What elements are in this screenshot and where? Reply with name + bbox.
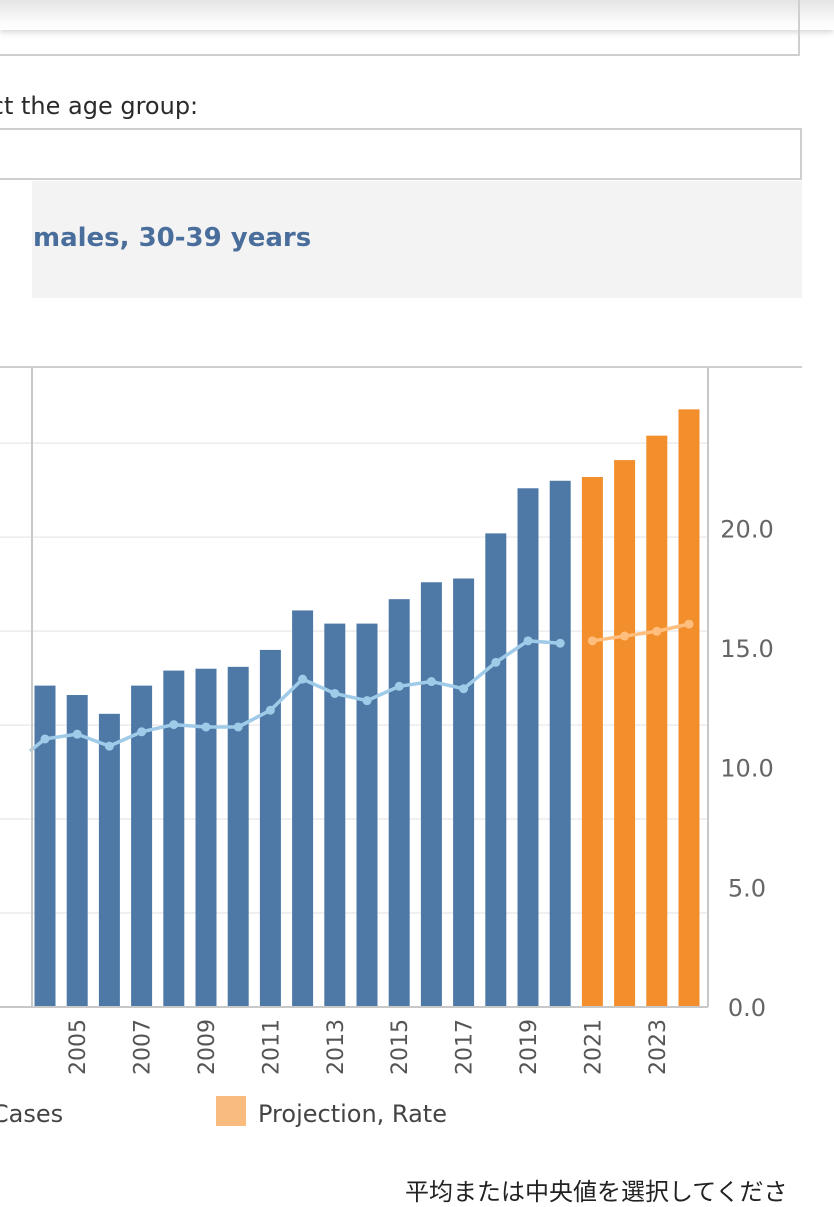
cases-bar	[98, 713, 120, 1007]
x-axis-tick-label: 2009	[195, 1019, 220, 1075]
x-axis-tick-label: 2007	[131, 1019, 156, 1075]
right-axis-tick-label: 10.0	[720, 755, 773, 783]
rate-point	[459, 684, 469, 694]
cases-bar	[388, 599, 410, 1007]
cases-bar	[131, 685, 153, 1007]
rate-point	[523, 636, 533, 646]
bars	[34, 409, 700, 1008]
rate-point	[362, 696, 372, 706]
x-axis-tick-label: 2021	[581, 1019, 606, 1075]
right-axis-ticks: 0.0 5.0 10.0 15.0 20.0	[720, 515, 773, 1022]
rate-point	[233, 722, 243, 732]
cases-bar	[453, 578, 475, 1007]
right-axis-tick-label: 20.0	[720, 515, 773, 543]
legend-label-cases: ı, Cases	[0, 1100, 64, 1128]
statistic-select-label: 平均または中央値を選択してくださ	[405, 1178, 788, 1206]
cases-bar	[549, 480, 571, 1007]
age-group-label: ect the age group:	[0, 92, 199, 120]
legend-label-projection-rate: Projection, Rate	[258, 1100, 447, 1128]
cases-bar	[195, 668, 217, 1007]
cases-rate-chart[interactable]: 0.05.010.015.020.0 2005 2007 2009 2011 2013 2…	[0, 360, 834, 1080]
rate-point	[394, 681, 404, 691]
x-axis-tick-label: 2005	[66, 1019, 91, 1075]
rate-point	[201, 722, 211, 732]
cases-bar	[34, 685, 56, 1007]
legend-item-projection-rate[interactable]: Projection, Rate	[216, 1096, 447, 1130]
x-axis-tick-label: 2017	[453, 1019, 478, 1075]
x-axis-tick-label: 2015	[388, 1019, 413, 1075]
rate-line	[28, 639, 561, 753]
chart-title-band: es, females, 30-39 years	[32, 181, 802, 298]
projection-cases-bar	[678, 409, 700, 1007]
cases-bar	[517, 488, 539, 1007]
cases-bar	[324, 623, 346, 1007]
x-axis-tick-label: 2013	[324, 1019, 349, 1075]
legend-swatch-projection-rate	[216, 1096, 246, 1126]
rate-point	[298, 674, 308, 684]
cases-bar	[292, 610, 314, 1007]
browser-top-shadow	[0, 0, 834, 30]
rate-point	[104, 741, 114, 751]
cases-bar	[356, 623, 378, 1007]
right-axis-tick-label: 0.0	[728, 994, 766, 1022]
x-axis-tick-label: 2019	[517, 1019, 542, 1075]
rate-point	[169, 720, 179, 730]
cases-bar	[259, 649, 281, 1007]
chart-title: es, females, 30-39 years	[32, 223, 312, 253]
projection-cases-bar	[646, 435, 668, 1007]
rate-point	[555, 638, 565, 648]
right-axis-tick-label: 5.0	[728, 874, 766, 902]
x-axis-ticks: 2005 2007 2009 2011 2013 2015 2017 2019 2021 2023	[66, 1019, 671, 1075]
axes	[0, 366, 802, 1008]
rate-point	[265, 705, 275, 715]
cases-bar	[227, 666, 249, 1007]
cases-bar	[485, 533, 507, 1007]
rate-point	[426, 677, 436, 687]
rate-point	[72, 729, 82, 739]
projection-rate-point	[652, 626, 662, 636]
legend-item-cases[interactable]: ı, Cases	[0, 1100, 63, 1128]
projection-rate-point	[587, 636, 597, 646]
cases-bar	[66, 695, 88, 1007]
previous-filter-dropdown[interactable]	[0, 0, 800, 56]
projection-cases-bar	[581, 477, 603, 1008]
age-group-dropdown[interactable]: rs	[0, 128, 802, 180]
projection-rate-point	[620, 631, 630, 641]
cases-bar	[420, 582, 442, 1007]
right-axis-tick-label: 15.0	[720, 635, 773, 663]
rate-point	[40, 734, 50, 744]
rate-point	[137, 727, 147, 737]
x-axis-tick-label: 2023	[646, 1019, 671, 1075]
cases-bar	[163, 670, 185, 1007]
rate-point	[330, 688, 340, 698]
x-axis-tick-label: 2011	[259, 1019, 284, 1075]
projection-rate-line	[592, 622, 690, 643]
projection-rate-point	[684, 619, 694, 629]
rate-point	[491, 657, 501, 667]
rate-lines	[28, 619, 694, 753]
projection-cases-bar	[614, 460, 636, 1007]
